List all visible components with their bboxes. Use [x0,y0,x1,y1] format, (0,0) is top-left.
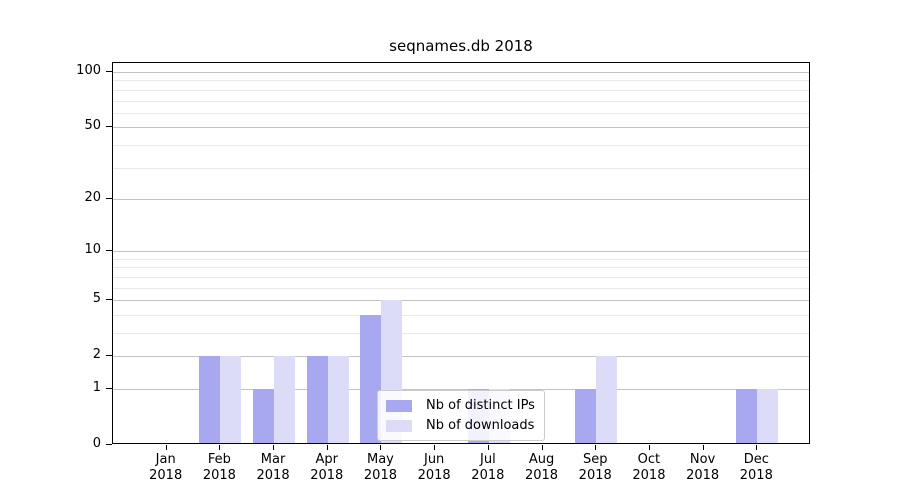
x-tick-label: Aug 2018 [524,452,559,483]
bar-downloads-apr [327,356,349,443]
bar-distinct-ips-may [360,314,382,443]
minor-gridline [113,80,809,82]
minor-gridline [113,144,809,146]
x-tick-mark [273,445,275,450]
minor-gridline [113,89,809,91]
legend-swatch-downloads [386,419,412,432]
y-tick-label: 5 [92,291,101,307]
bars-layer [113,63,809,443]
x-tick-label: Mar 2018 [256,452,290,483]
x-tick-mark [165,445,167,450]
x-tick-mark [648,445,650,450]
y-tick-label: 20 [84,189,101,205]
x-tick-label: Dec 2018 [739,452,773,483]
y-tick-label: 50 [84,118,101,134]
x-tick-label: Oct 2018 [632,452,666,483]
minor-gridline [113,287,809,289]
bar-downloads-sep [596,356,618,443]
bar-downloads-feb [220,356,242,443]
y-tick-label: 10 [84,242,101,258]
major-gridline [113,127,809,129]
legend-label-distinct-ips: Nb of distinct IPs [426,398,535,413]
x-tick-mark [487,445,489,450]
major-gridline [113,388,809,390]
minor-gridline [113,112,809,114]
bar-downloads-dec [757,388,779,443]
major-gridline [113,300,809,302]
minor-gridline [113,258,809,260]
plot-area: Nb of distinct IPs Nb of downloads [112,62,810,444]
grid-layer [113,63,809,443]
bar-distinct-ips-feb [199,356,221,443]
minor-gridline [113,167,809,169]
y-tick-label: 0 [92,436,101,451]
legend-swatch-distinct-ips [386,399,412,412]
minor-gridline [113,276,809,278]
major-gridline [113,198,809,200]
x-tick-label: Nov 2018 [686,452,720,483]
x-tick-mark [595,445,597,450]
minor-gridline [113,100,809,102]
major-gridline [113,251,809,253]
bar-distinct-ips-mar [253,388,275,443]
bar-distinct-ips-dec [736,388,758,443]
x-tick-label: Feb 2018 [202,452,236,483]
legend: Nb of distinct IPs Nb of downloads [377,390,545,441]
y-tick-label: 1 [92,379,101,395]
legend-row: Nb of downloads [386,418,535,433]
x-tick-mark [702,445,704,450]
bar-downloads-mar [274,356,296,443]
x-tick-label: Jan 2018 [149,452,183,483]
x-tick-label: Sep 2018 [578,452,612,483]
legend-row: Nb of distinct IPs [386,398,535,413]
x-tick-mark [756,445,758,450]
chart-title: seqnames.db 2018 [389,37,533,55]
x-tick-mark [434,445,436,450]
x-tick-mark [219,445,221,450]
y-tick-label: 2 [92,347,101,363]
major-gridline [113,356,809,358]
x-tick-mark [541,445,543,450]
x-tick-label: May 2018 [363,452,397,483]
minor-gridline [113,314,809,316]
minor-gridline [113,267,809,269]
bar-distinct-ips-sep [575,388,597,443]
y-tick-label: 100 [76,63,101,79]
x-tick-label: Apr 2018 [310,452,344,483]
x-tick-label: Jul 2018 [471,452,505,483]
y-tick-mark [106,444,112,445]
x-tick-label: Jun 2018 [417,452,451,483]
legend-label-downloads: Nb of downloads [426,418,535,433]
major-gridline [113,72,809,74]
bar-distinct-ips-apr [306,356,328,443]
x-tick-mark [380,445,382,450]
x-tick-mark [326,445,328,450]
minor-gridline [113,332,809,334]
